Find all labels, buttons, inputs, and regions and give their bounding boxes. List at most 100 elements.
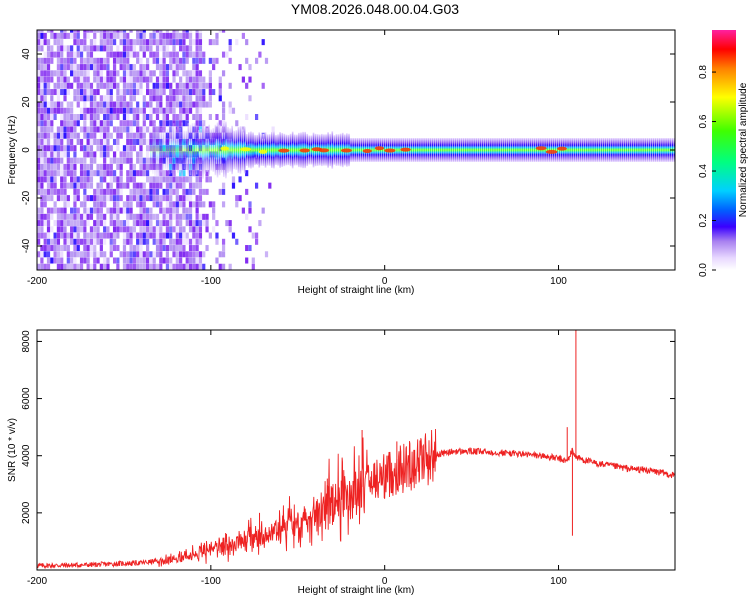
x-tick-label: 100 [550, 576, 567, 587]
spectrogram-cell [136, 76, 140, 83]
spectrogram-cell [172, 245, 176, 252]
spectrogram-cell [79, 176, 84, 183]
spectrogram-cell [208, 57, 212, 64]
signal-band-column [469, 138, 471, 162]
spectrogram-cell [251, 232, 255, 239]
spectrogram-cell [86, 163, 90, 170]
spectrogram-cell [136, 257, 140, 264]
spectrogram-cell [83, 30, 87, 33]
spectrogram-cell [79, 263, 84, 270]
spectrogram-cell [129, 30, 133, 33]
colorbar-label: Normalized spectral amplitude [738, 82, 749, 217]
spectrogram-cell [132, 188, 136, 195]
colorbar-ticks: 0.00.20.40.60.8 [698, 65, 716, 277]
spectrogram-cell [89, 151, 94, 158]
spectrogram-cell [86, 30, 90, 33]
signal-band-column [419, 138, 421, 162]
spectrogram-cell [93, 157, 97, 164]
spectrogram-cell [119, 51, 123, 58]
spectrogram-cell [185, 101, 189, 108]
signal-band-column [494, 138, 496, 162]
spectrogram-cell [169, 107, 173, 114]
spectrogram-cell [119, 170, 123, 177]
spectrogram-cell [175, 207, 179, 214]
spectrogram-cell [185, 57, 189, 64]
spectrogram-cell [129, 157, 133, 164]
spectrogram-cell [192, 76, 196, 83]
spectrogram-cell [53, 70, 57, 77]
spectrogram-cell [145, 238, 150, 245]
spectrogram-cell [129, 101, 133, 108]
spectrogram-cell [119, 220, 123, 227]
snr-spikes [259, 330, 577, 536]
spectrogram-cell [56, 32, 61, 39]
spectrogram-cell [155, 176, 160, 183]
spectrogram-cell [60, 82, 64, 89]
spectrogram-cell [122, 226, 127, 233]
spectrogram-cell [261, 39, 265, 46]
spectrogram-cell [129, 238, 133, 245]
spectrogram-cell [99, 245, 103, 252]
spectrogram-cell [169, 57, 173, 64]
spectrogram-cell [212, 57, 216, 64]
spectrogram-cell [73, 188, 77, 195]
spectrogram-cell [93, 220, 97, 227]
spectrogram-cell [145, 151, 150, 158]
spectrogram-cell [142, 126, 146, 133]
spectrogram-cell [149, 95, 153, 102]
spectrogram-cell [106, 151, 110, 158]
spectrogram-cell [99, 213, 103, 220]
spectrogram-cell [221, 188, 226, 195]
spectrogram-cell [46, 226, 51, 233]
spectrogram-cell [185, 76, 189, 83]
spectrogram-cell [195, 57, 199, 64]
spectrogram-cell [142, 76, 146, 83]
spectrogram-cell [145, 195, 150, 202]
signal-band-column [490, 138, 492, 162]
spectrogram-cell [50, 132, 54, 139]
spectrogram-cell [179, 263, 183, 270]
spectrogram-cell [56, 257, 61, 264]
spectrogram-cell [46, 64, 51, 71]
spectrogram-cell [192, 182, 196, 189]
spectrogram-cell [165, 226, 170, 233]
spectrogram-cell [149, 76, 153, 83]
spectrogram-cell [86, 238, 90, 245]
spectrogram-cell [66, 170, 70, 177]
spectrogram-cell [172, 213, 176, 220]
spectrogram-cell [198, 232, 203, 239]
spectrogram-cell [106, 64, 110, 71]
spectrogram-cell [109, 157, 113, 164]
spectrogram-cell [175, 82, 179, 89]
spectrogram-cell [66, 263, 70, 270]
spectrogram-cell [188, 107, 193, 114]
spectrogram-cell [149, 107, 153, 114]
signal-band-column [268, 134, 271, 166]
signal-band-column [229, 128, 231, 172]
spectrogram-cell [106, 82, 110, 89]
spectrogram-cell [142, 45, 146, 52]
spectrogram-cell [53, 114, 57, 120]
spectrogram-cell [122, 32, 127, 39]
spectrogram-cell [89, 157, 94, 164]
spectrogram-cell [155, 263, 160, 270]
spectrogram-cell [40, 30, 44, 33]
spectrogram-cell [46, 57, 51, 64]
spectrogram-cell [109, 170, 113, 177]
spectrogram-cell [215, 232, 219, 239]
spectrogram-cell [46, 157, 51, 164]
spectrogram-cell [182, 226, 186, 233]
spectrogram-cell [46, 101, 51, 108]
spectrogram-cell [46, 89, 51, 96]
signal-band-column [452, 138, 455, 162]
spectrogram-cell [60, 257, 64, 264]
signal-band-column [604, 138, 607, 162]
spectrogram-cell [93, 151, 97, 158]
spectrogram-peak [545, 149, 558, 154]
signal-band-column [661, 138, 663, 162]
spectrogram-cell [152, 32, 156, 39]
spectrogram-cell [182, 245, 186, 252]
spectrogram-cell [43, 157, 47, 164]
signal-band-column [273, 131, 275, 169]
